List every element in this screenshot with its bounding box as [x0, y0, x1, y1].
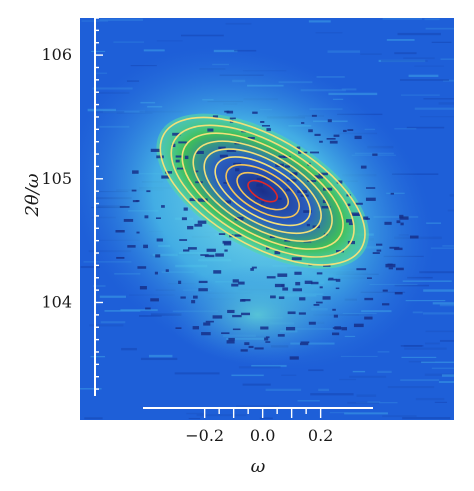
x-tick-label: −0.2 — [185, 426, 224, 445]
contour-ring — [214, 156, 311, 227]
contour-ring — [192, 140, 333, 243]
peak-intensity-fill — [156, 113, 369, 269]
contour-ring — [170, 124, 355, 258]
y-tick-label: 105 — [41, 169, 72, 188]
y-axis: 104 105 106 — [41, 17, 103, 396]
intensity-map — [80, 18, 454, 420]
contour-ring — [181, 132, 344, 250]
y-axis-label: 2θ/ω — [22, 173, 43, 217]
contour-ring — [225, 164, 300, 219]
contour-lines — [159, 116, 366, 266]
x-axis-label: ω — [251, 456, 266, 477]
y-tick-label: 106 — [41, 45, 72, 64]
x-tick-label: 0.0 — [250, 426, 275, 445]
x-tick-label: 0.2 — [308, 426, 333, 445]
y-tick-label: 104 — [41, 292, 72, 311]
contour-ring — [159, 116, 366, 266]
x-axis: −0.2 0.0 0.2 — [143, 407, 373, 445]
contour-ring — [203, 148, 322, 235]
lower-diffuse-halo — [167, 264, 348, 365]
contour-ring — [247, 179, 279, 203]
contour-ring — [236, 171, 290, 211]
